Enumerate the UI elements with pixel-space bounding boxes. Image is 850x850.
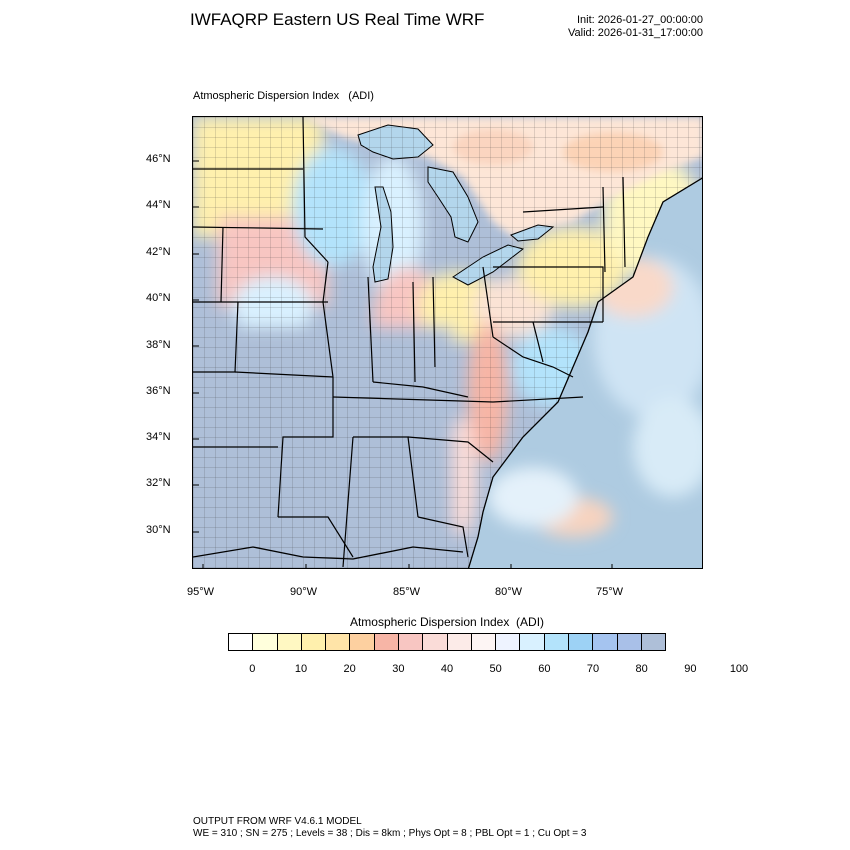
color-bar-box — [520, 634, 545, 650]
state-boundaries — [193, 117, 626, 568]
lon-label: 95°W — [187, 586, 215, 598]
lat-label: 46°N — [146, 153, 171, 165]
color-bar-box — [301, 634, 327, 650]
color-bar-box — [447, 634, 472, 650]
color-bar-box — [641, 634, 666, 650]
color-bar-box — [374, 634, 399, 650]
adi-map — [193, 117, 702, 568]
color-bar-label: 0 — [249, 663, 256, 675]
color-bar-label: 10 — [294, 663, 308, 675]
color-bar-box — [350, 634, 375, 650]
lat-label: 36°N — [146, 385, 171, 397]
lon-label: 90°W — [290, 586, 318, 598]
lat-label: 44°N — [146, 199, 171, 211]
lat-label: 30°N — [146, 524, 171, 536]
axis-ticks — [193, 160, 613, 568]
color-bar-label: 50 — [489, 663, 502, 675]
color-bar-box — [229, 634, 254, 650]
color-bar-box — [423, 634, 448, 650]
lat-label: 38°N — [146, 339, 171, 351]
footer-line-1: OUTPUT FROM WRF V4.6.1 MODEL — [193, 816, 362, 827]
color-bar-box — [253, 634, 278, 650]
lat-label: 34°N — [146, 431, 171, 443]
color-bar-label: 60 — [538, 663, 551, 675]
main-title: IWFAQRP Eastern US Real Time WRF — [190, 10, 485, 29]
color-bar-box — [617, 634, 642, 650]
lon-label: 80°W — [495, 586, 523, 598]
color-bar-label: 40 — [440, 663, 454, 675]
color-bar-box — [326, 634, 351, 650]
lat-label: 42°N — [146, 246, 171, 258]
color-bar-box — [398, 634, 424, 650]
color-bar-label: 80 — [635, 663, 648, 675]
color-bar-label: 30 — [392, 663, 405, 675]
time-info: Init: 2026-01-27_00:00:00 Valid: 2026-01… — [520, 14, 703, 40]
lon-label: 75°W — [596, 586, 624, 598]
color-bar-label: 90 — [684, 663, 697, 675]
lon-label: 85°W — [393, 586, 421, 598]
color-bar-label: 100 — [729, 663, 749, 675]
legend-title: Atmospheric Dispersion Index (ADI) — [349, 615, 545, 629]
lat-label: 32°N — [146, 477, 171, 489]
map-panel — [192, 116, 703, 569]
color-bar-label: 70 — [586, 663, 600, 675]
field-label: Atmospheric Dispersion Index (ADI) — [193, 90, 374, 102]
init-time: Init: 2026-01-27_00:00:00 — [577, 14, 703, 26]
footer-line-2: WE = 310 ; SN = 275 ; Levels = 38 ; Dis … — [193, 828, 587, 839]
color-bar-box — [496, 634, 521, 650]
model-footer: OUTPUT FROM WRF V4.6.1 MODEL WE = 310 ; … — [193, 816, 586, 840]
coastline — [193, 177, 702, 568]
color-bar-box — [471, 634, 497, 650]
color-bar — [228, 633, 666, 651]
color-bar-box — [277, 634, 302, 650]
color-bar-label: 20 — [343, 663, 356, 675]
lat-label: 40°N — [146, 292, 171, 304]
color-bar-box — [544, 634, 569, 650]
color-bar-box — [568, 634, 594, 650]
color-bar-box — [593, 634, 618, 650]
valid-time: Valid: 2026-01-31_17:00:00 — [568, 27, 703, 39]
